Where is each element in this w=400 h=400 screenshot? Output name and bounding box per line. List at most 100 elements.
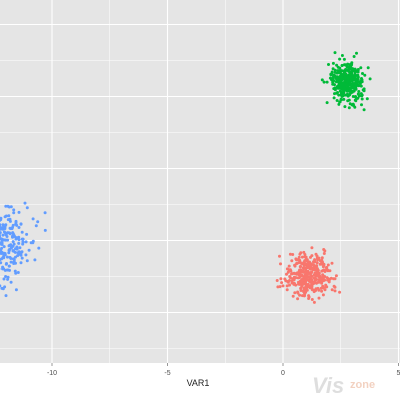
data-point: [14, 288, 18, 292]
data-point: [309, 255, 312, 259]
data-point: [321, 293, 325, 297]
data-point: [354, 84, 358, 88]
data-point: [333, 277, 337, 281]
data-point: [288, 275, 292, 278]
data-point: [356, 80, 360, 84]
data-point: [313, 268, 317, 272]
data-point: [366, 66, 370, 70]
data-point: [14, 255, 17, 259]
data-point: [299, 251, 303, 255]
data-point: [12, 234, 16, 237]
data-point: [303, 255, 307, 259]
data-point: [37, 246, 41, 250]
data-point: [302, 294, 306, 298]
data-point: [309, 265, 312, 269]
data-point: [0, 284, 2, 288]
data-point: [355, 78, 359, 82]
data-point: [7, 264, 11, 268]
data-point: [308, 262, 312, 265]
data-point: [300, 255, 304, 259]
data-point: [302, 289, 306, 292]
data-point: [305, 266, 309, 269]
data-point: [342, 81, 346, 85]
data-point: [350, 83, 354, 87]
data-point: [338, 79, 342, 83]
data-point: [297, 255, 301, 259]
data-point: [348, 81, 352, 85]
data-point: [331, 61, 335, 65]
data-point: [6, 275, 10, 279]
data-point: [8, 226, 12, 230]
data-point: [336, 84, 339, 88]
data-point: [18, 246, 22, 250]
data-point: [300, 281, 304, 285]
data-point: [313, 271, 317, 275]
data-point: [330, 261, 334, 265]
data-point: [293, 263, 297, 267]
data-point: [295, 262, 299, 265]
data-point: [288, 268, 292, 272]
data-point: [353, 105, 357, 109]
data-point: [352, 55, 356, 58]
data-point: [9, 205, 13, 209]
data-point: [336, 69, 340, 73]
data-point: [24, 253, 28, 257]
data-point: [9, 260, 13, 264]
data-point: [333, 87, 337, 91]
data-point: [0, 223, 2, 227]
data-point: [307, 279, 311, 282]
data-point: [323, 275, 327, 278]
data-point: [320, 256, 324, 260]
data-point: [300, 279, 304, 283]
data-point: [306, 272, 310, 276]
data-point: [285, 284, 289, 288]
data-point: [339, 69, 343, 73]
data-point: [317, 288, 321, 292]
data-point: [313, 277, 317, 281]
data-point: [19, 252, 23, 255]
data-point: [329, 276, 333, 280]
data-point: [310, 298, 314, 301]
data-point: [333, 289, 337, 293]
data-point: [320, 279, 324, 283]
data-point: [4, 214, 8, 218]
data-point: [0, 251, 1, 255]
data-point: [43, 211, 47, 215]
data-point: [307, 297, 311, 300]
data-point: [322, 248, 326, 251]
data-point: [4, 204, 8, 208]
data-point: [350, 73, 354, 76]
data-point: [296, 297, 300, 301]
data-point: [290, 272, 293, 276]
data-point: [314, 252, 318, 256]
major-gridlines: [0, 0, 400, 363]
data-point: [278, 254, 281, 258]
data-point: [17, 241, 21, 245]
data-point: [291, 253, 295, 256]
data-point: [297, 276, 301, 280]
data-point: [321, 286, 325, 290]
data-point: [34, 224, 38, 228]
data-point: [352, 89, 356, 93]
data-point: [303, 263, 307, 267]
data-point: [341, 93, 345, 97]
data-point: [287, 264, 291, 268]
data-point: [346, 99, 350, 103]
data-point: [325, 80, 329, 84]
data-point: [350, 79, 354, 83]
data-point: [0, 261, 3, 265]
data-point: [345, 65, 349, 69]
data-point: [325, 266, 329, 269]
data-point: [281, 284, 285, 288]
watermark-vis: Vis: [312, 373, 344, 398]
data-point: [320, 259, 324, 263]
data-point: [321, 273, 325, 277]
data-point: [36, 220, 40, 224]
data-point: [310, 270, 314, 274]
x-tick-label: -5: [164, 370, 170, 377]
data-point: [8, 217, 12, 221]
data-point: [317, 273, 321, 277]
data-point: [331, 76, 335, 80]
data-point: [316, 280, 320, 284]
